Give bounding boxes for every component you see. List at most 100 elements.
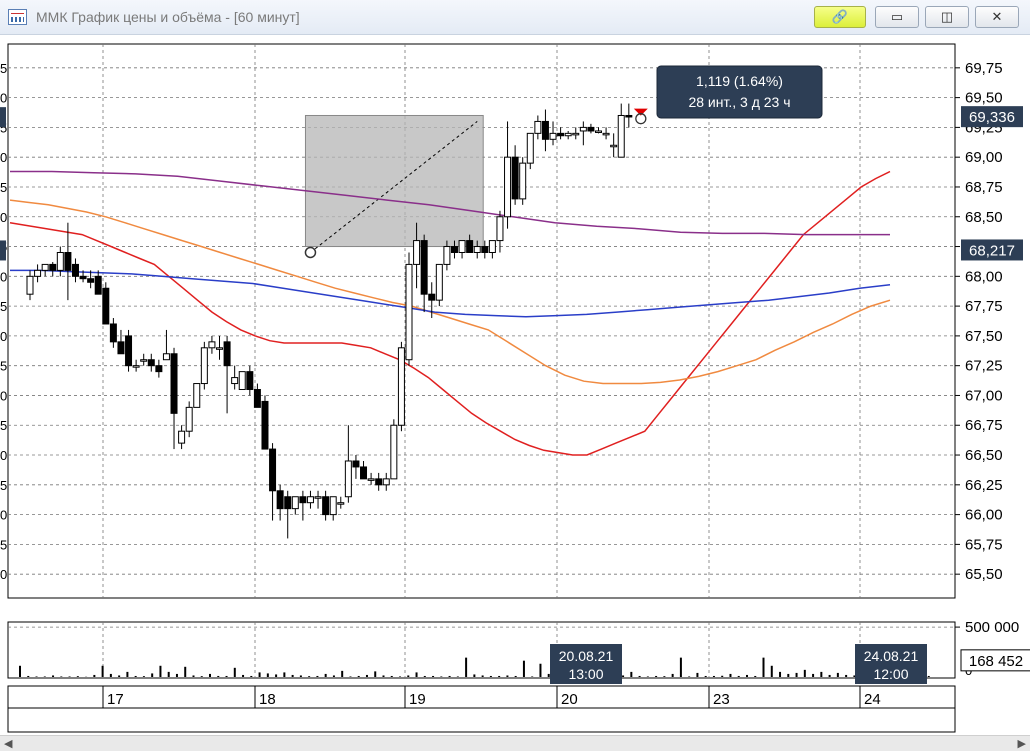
horizontal-scrollbar[interactable]: ◀ ▶ (0, 735, 1030, 751)
price-tick-label: 66,50 (965, 447, 1003, 464)
crosshair-date-box (855, 644, 927, 684)
price-tick-label: 66,00 (965, 507, 1003, 524)
left-tick-fragment: 0 (0, 329, 7, 344)
price-tick-label: 69,50 (965, 90, 1003, 107)
candle-body (132, 365, 140, 368)
price-volume-chart[interactable]: 69,75569,50069,25569,00068,75568,50068,2… (0, 34, 1030, 750)
candle-body (390, 424, 398, 480)
left-tick-fragment: 5 (0, 120, 7, 135)
candle-body (155, 365, 163, 373)
candle-body (109, 323, 117, 343)
candle-body (458, 240, 466, 253)
volume-tick-label: 500 000 (965, 619, 1019, 636)
minimize-button[interactable]: ▭ (875, 6, 919, 28)
candle-body (125, 335, 133, 367)
date-tick-label: 18 (259, 691, 276, 708)
candle-body (405, 263, 413, 361)
candle-body (140, 359, 148, 362)
candle-body (541, 120, 549, 140)
left-tick-fragment: 0 (0, 210, 7, 225)
candle-body (26, 275, 34, 295)
candle-body (276, 490, 284, 510)
crosshair-time: 12:00 (873, 666, 908, 682)
candle-body (579, 126, 587, 132)
price-marker-box (961, 239, 1023, 261)
restore-button[interactable]: ◫ (925, 6, 969, 28)
candle-body (216, 347, 223, 350)
candle-body (382, 478, 390, 486)
bottom-strip (7, 707, 956, 733)
restore-icon: ◫ (940, 9, 954, 24)
measure-start-handle (304, 246, 317, 259)
link-button[interactable]: 🔗 (814, 6, 866, 28)
left-tick-fragment: 5 (0, 299, 7, 314)
measure-tooltip-change: 1,119 (1.64%) (696, 73, 783, 89)
price-tick-label: 68,50 (965, 209, 1003, 226)
left-tick-fragment: 5 (0, 180, 7, 195)
candle-body (587, 126, 595, 132)
date-tick-label: 23 (713, 691, 730, 708)
scroll-right-icon[interactable]: ▶ (1017, 738, 1026, 750)
price-marker-label: 68,217 (969, 242, 1015, 259)
close-button[interactable]: ✕ (975, 6, 1019, 28)
left-marker-stub (0, 107, 6, 128)
left-tick-fragment: 5 (0, 478, 7, 493)
candle-body (299, 496, 307, 504)
candle-body (261, 400, 269, 450)
candle-body (49, 263, 57, 271)
candle-body (610, 144, 618, 148)
volume-current-box (960, 649, 1030, 672)
candle-body (443, 246, 451, 265)
price-tick-label: 67,25 (965, 358, 1003, 375)
candle-body (79, 275, 87, 280)
candle-body (87, 278, 95, 283)
candle-body (94, 275, 102, 295)
candle-body (178, 430, 186, 444)
link-icon: 🔗 (831, 9, 849, 24)
candle-body (564, 132, 572, 137)
left-tick-fragment: 5 (0, 537, 7, 552)
candle-body (162, 353, 170, 361)
candle-body (473, 246, 481, 253)
candle-body (397, 347, 405, 426)
chart-svg[interactable]: 69,75569,50069,25569,00068,75568,50068,2… (0, 34, 1030, 750)
candle-body (496, 216, 504, 242)
date-tick-label: 24 (864, 691, 881, 708)
left-tick-fragment: 0 (0, 567, 7, 582)
candle-body (572, 132, 580, 136)
candle-body (617, 114, 625, 158)
price-tick-label: 67,75 (965, 298, 1003, 315)
left-tick-fragment: 5 (0, 418, 7, 433)
candle-body (511, 156, 519, 200)
candle-body (322, 496, 330, 516)
candle-body (534, 120, 542, 134)
date-tick-label: 17 (107, 691, 124, 708)
price-tick-label: 65,50 (965, 566, 1003, 583)
candle-body (185, 406, 193, 432)
left-tick-fragment: 5 (0, 359, 7, 374)
crosshair-date-box (550, 644, 622, 684)
measure-selection (304, 114, 484, 248)
volume-current-label: 168 452 (969, 653, 1023, 670)
price-tick-label: 67,50 (965, 328, 1003, 345)
candle-body (253, 389, 261, 408)
candle-body (102, 287, 110, 325)
candle-body (557, 132, 565, 137)
candle-body (306, 496, 314, 504)
candle-body (314, 496, 322, 499)
candle-body (435, 263, 443, 301)
candle-body (625, 114, 633, 118)
minimize-icon: ▭ (890, 9, 904, 24)
scroll-left-icon[interactable]: ◀ (4, 738, 13, 750)
candle-body (246, 371, 254, 391)
crosshair-time: 13:00 (568, 666, 603, 682)
candle-body (519, 162, 527, 200)
candle-body (481, 246, 489, 253)
title-bar: ММК График цены и объёма - [60 минут] 🔗 … (0, 0, 1030, 35)
candle-body (71, 263, 79, 277)
candle-body (602, 132, 610, 136)
candle-body (450, 246, 458, 253)
price-tick-label: 68,75 (965, 179, 1003, 196)
candle-body (360, 466, 368, 480)
candle-body (549, 132, 557, 140)
